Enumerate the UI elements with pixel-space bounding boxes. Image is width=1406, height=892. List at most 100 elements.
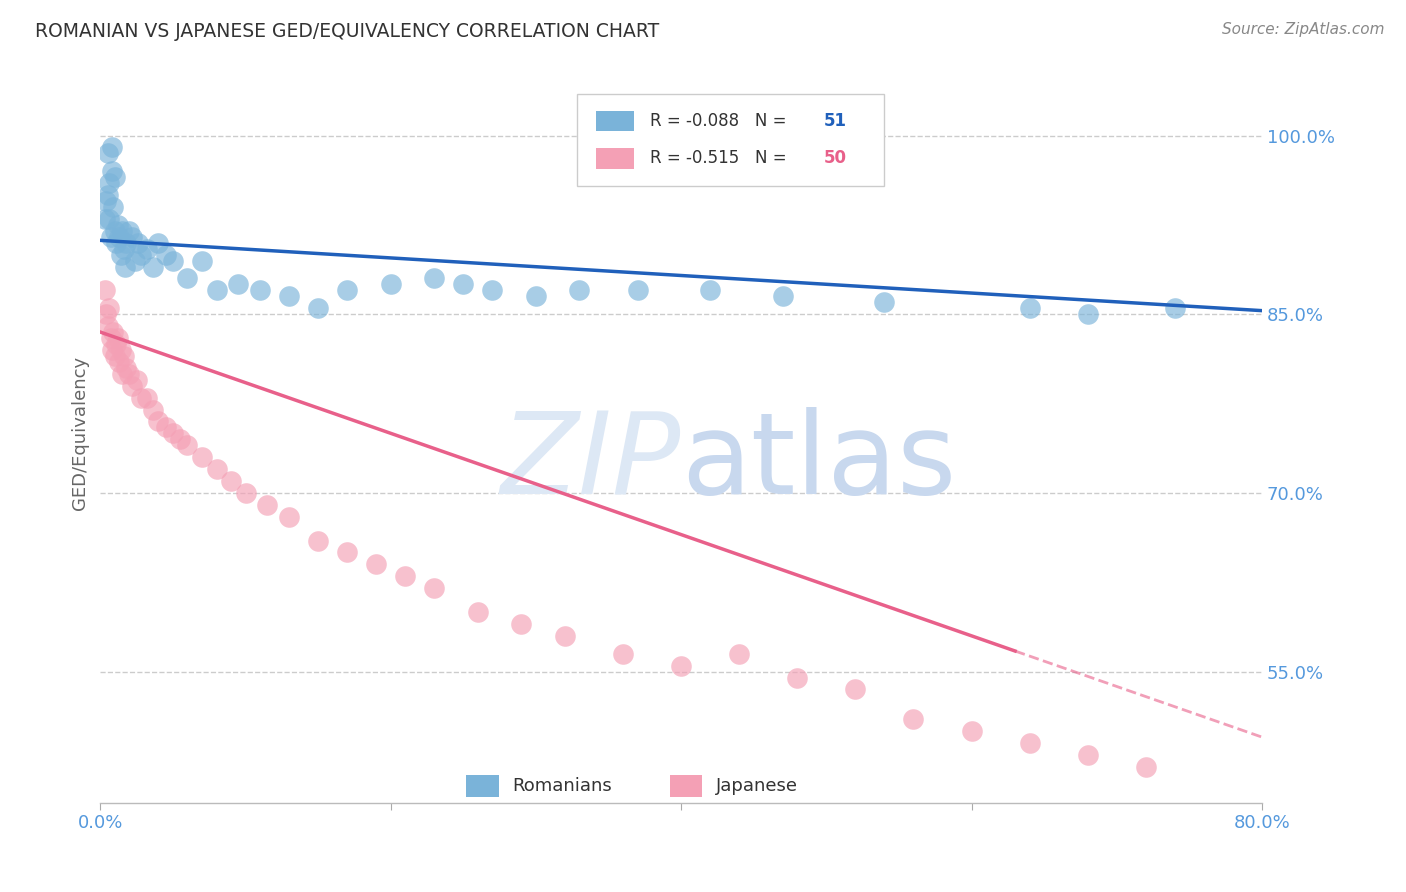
Point bbox=[118, 224, 141, 238]
Text: 50: 50 bbox=[824, 150, 846, 168]
Point bbox=[121, 229, 143, 244]
Point bbox=[873, 295, 896, 310]
Point bbox=[1018, 736, 1040, 750]
Point bbox=[98, 301, 121, 316]
Point bbox=[114, 260, 136, 274]
Point bbox=[728, 647, 751, 661]
Text: 51: 51 bbox=[824, 112, 846, 130]
Point bbox=[481, 284, 503, 298]
Point bbox=[191, 253, 214, 268]
Point bbox=[307, 301, 329, 316]
Text: Romanians: Romanians bbox=[513, 777, 613, 796]
Point bbox=[524, 289, 547, 303]
Point bbox=[191, 450, 214, 465]
Point bbox=[129, 247, 152, 261]
Point bbox=[104, 224, 127, 238]
Point bbox=[97, 188, 120, 202]
Point bbox=[568, 284, 591, 298]
FancyBboxPatch shape bbox=[669, 775, 702, 797]
Point bbox=[100, 331, 122, 345]
Point bbox=[1077, 307, 1099, 321]
Point bbox=[844, 682, 866, 697]
Point bbox=[96, 307, 118, 321]
Point bbox=[612, 647, 634, 661]
Point bbox=[205, 462, 228, 476]
Point bbox=[112, 349, 135, 363]
Point bbox=[148, 414, 170, 428]
Point bbox=[142, 402, 165, 417]
FancyBboxPatch shape bbox=[596, 148, 634, 169]
Point bbox=[125, 373, 148, 387]
Point bbox=[104, 349, 127, 363]
Point bbox=[162, 426, 184, 441]
Point bbox=[115, 360, 138, 375]
Point bbox=[101, 164, 124, 178]
Point bbox=[142, 260, 165, 274]
Point bbox=[129, 391, 152, 405]
Point bbox=[336, 284, 359, 298]
Point bbox=[127, 235, 149, 250]
Point bbox=[100, 229, 122, 244]
Text: atlas: atlas bbox=[681, 408, 956, 518]
Point bbox=[162, 253, 184, 268]
Point bbox=[124, 253, 146, 268]
Point bbox=[1135, 760, 1157, 774]
Point bbox=[554, 629, 576, 643]
Point bbox=[256, 498, 278, 512]
Point bbox=[1164, 301, 1187, 316]
Point bbox=[98, 211, 121, 226]
Point bbox=[107, 218, 129, 232]
Point bbox=[111, 367, 134, 381]
Point bbox=[903, 712, 925, 726]
Point bbox=[467, 605, 489, 619]
FancyBboxPatch shape bbox=[596, 111, 634, 131]
Point bbox=[108, 355, 131, 369]
Point bbox=[155, 247, 177, 261]
Point bbox=[699, 284, 721, 298]
Point bbox=[786, 671, 808, 685]
Point bbox=[423, 581, 446, 595]
Point bbox=[510, 616, 533, 631]
Point bbox=[155, 420, 177, 434]
Point bbox=[105, 337, 128, 351]
Point bbox=[98, 176, 121, 190]
Y-axis label: GED/Equivalency: GED/Equivalency bbox=[72, 356, 89, 510]
Point bbox=[205, 284, 228, 298]
Point bbox=[135, 242, 157, 256]
Point bbox=[960, 724, 983, 739]
Text: R = -0.088   N =: R = -0.088 N = bbox=[650, 112, 792, 130]
Point bbox=[1018, 301, 1040, 316]
Point bbox=[176, 438, 198, 452]
Point bbox=[453, 277, 475, 292]
Point bbox=[97, 146, 120, 161]
Point bbox=[110, 343, 132, 357]
Point bbox=[103, 200, 125, 214]
Point bbox=[101, 140, 124, 154]
Point bbox=[336, 545, 359, 559]
Point bbox=[626, 284, 648, 298]
Point bbox=[101, 343, 124, 357]
Point bbox=[111, 224, 134, 238]
Point bbox=[104, 170, 127, 185]
Point bbox=[148, 235, 170, 250]
Point bbox=[278, 289, 301, 303]
Point bbox=[249, 284, 271, 298]
Point bbox=[105, 235, 128, 250]
Point bbox=[772, 289, 794, 303]
Text: R = -0.515   N =: R = -0.515 N = bbox=[650, 150, 792, 168]
Text: Source: ZipAtlas.com: Source: ZipAtlas.com bbox=[1222, 22, 1385, 37]
Point bbox=[366, 558, 388, 572]
Point bbox=[96, 194, 118, 208]
Point bbox=[226, 277, 249, 292]
FancyBboxPatch shape bbox=[576, 94, 884, 186]
Text: Japanese: Japanese bbox=[716, 777, 799, 796]
Text: ROMANIAN VS JAPANESE GED/EQUIVALENCY CORRELATION CHART: ROMANIAN VS JAPANESE GED/EQUIVALENCY COR… bbox=[35, 22, 659, 41]
Point bbox=[112, 242, 135, 256]
Point bbox=[93, 284, 115, 298]
Point bbox=[135, 391, 157, 405]
FancyBboxPatch shape bbox=[467, 775, 499, 797]
Point bbox=[118, 367, 141, 381]
Point bbox=[107, 331, 129, 345]
Point bbox=[121, 378, 143, 392]
Point bbox=[307, 533, 329, 548]
